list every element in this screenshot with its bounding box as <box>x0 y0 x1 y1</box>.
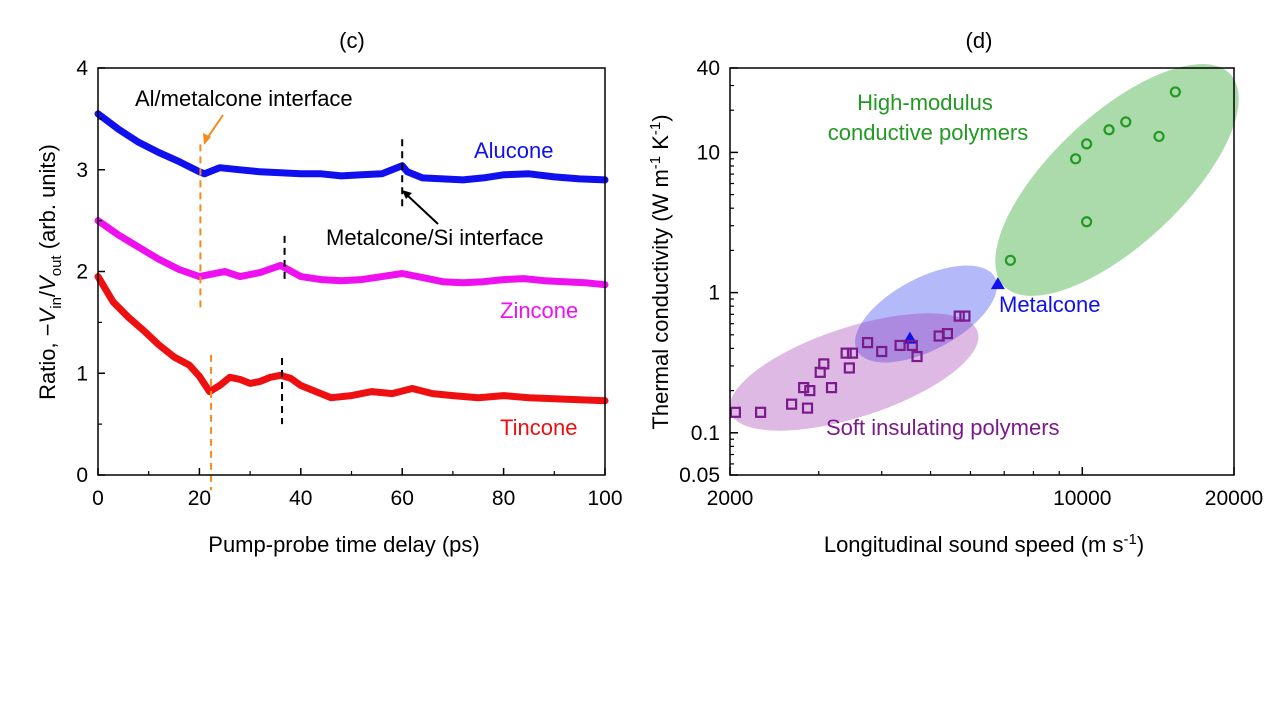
panel-d-points <box>729 86 1181 418</box>
y-tick-label: 10 <box>697 141 720 164</box>
panel-c-x-axis-label: Pump-probe time delay (ps) <box>208 532 479 557</box>
panel-d-y-axis-label: Thermal conductivity (W m-1 K-1) <box>647 114 673 429</box>
data-point-square <box>906 339 918 352</box>
series-line-zincone <box>94 217 609 289</box>
al-interface-arrowhead <box>203 133 211 145</box>
y-tick-label: 40 <box>697 57 720 80</box>
y-tick-label: 3 <box>76 159 88 182</box>
panel-d-label: (d) <box>966 28 993 53</box>
data-point-circle <box>1081 216 1093 228</box>
y-tick-label: 4 <box>76 57 88 80</box>
y-tick-label: 0 <box>76 464 88 487</box>
series-line-tincone <box>94 273 609 405</box>
x-tick-label: 60 <box>391 487 414 510</box>
al-interface-annotation: Al/metalcone interface <box>135 86 353 111</box>
x-tick-label: 80 <box>492 487 515 510</box>
x-tick-label: 20 <box>188 487 211 510</box>
data-point-square <box>953 310 965 322</box>
panel-c-interface-markers <box>199 139 404 491</box>
panel-c-x-ticks: 0 20 40 60 80 100 <box>92 468 623 510</box>
data-point-square <box>818 358 830 370</box>
panel-c-y-ticks: 0 1 2 3 4 <box>76 57 105 487</box>
si-interface-arrow <box>406 194 439 225</box>
data-point-circle <box>1169 86 1181 98</box>
data-point-square <box>959 310 971 322</box>
y-tick-label: 1 <box>76 362 88 385</box>
panel-d-plot-frame <box>729 67 1235 476</box>
group-label-conductive-line1: High-modulus <box>857 90 993 115</box>
panel-c-plot-frame <box>97 67 606 476</box>
si-interface-annotation: Metalcone/Si interface <box>326 225 544 250</box>
data-point-square <box>846 347 859 359</box>
group-label-metalcone: Metalcone <box>999 292 1101 317</box>
y-tick-label: 1 <box>708 282 720 305</box>
data-point-square <box>825 382 838 394</box>
data-point-square <box>840 347 852 359</box>
x-tick-label: 40 <box>289 487 312 510</box>
data-point-square <box>941 327 954 340</box>
data-point-square <box>911 350 923 363</box>
series-label-alucone: Alucone <box>474 138 554 163</box>
data-point-square <box>894 339 906 352</box>
data-point-circle <box>1004 254 1016 266</box>
panel-d-chart: (d) 2000 10000 20000 0.05 0.1 1 10 40 Longitud… <box>647 28 1263 557</box>
series-label-zincone: Zincone <box>500 298 578 323</box>
x-tick-label: 2000 <box>707 487 754 510</box>
data-point-square <box>843 362 855 374</box>
panel-d-x-axis-label: Longitudinal sound speed (m s-1) <box>824 531 1144 557</box>
x-tick-label: 10000 <box>1053 487 1111 510</box>
data-point-square <box>804 384 816 397</box>
series-label-tincone: Tincone <box>500 415 577 440</box>
panel-c-chart: (c) 0 20 40 60 80 100 0 1 2 3 4 Pump-probe time d… <box>35 28 623 557</box>
data-point-square <box>754 406 767 418</box>
y-tick-label: 0.05 <box>679 464 720 487</box>
group-label-conductive-line2: conductive polymers <box>828 120 1029 145</box>
y-tick-label: 2 <box>76 261 88 284</box>
data-point-square <box>801 402 814 414</box>
series-line-alucone <box>94 110 609 184</box>
si-interface-arrowhead <box>402 190 412 199</box>
data-point-square <box>876 345 888 358</box>
metalcone-region <box>855 265 997 363</box>
panel-c-y-axis-label: Ratio, −Vin/Vout (arb. units) <box>35 144 65 400</box>
data-point-circle <box>1120 116 1132 128</box>
panel-d-x-ticks: 2000 10000 20000 <box>707 467 1263 510</box>
panel-c-label: (c) <box>339 28 365 53</box>
conductive-polymers-region <box>995 64 1239 296</box>
data-point-circle <box>1153 130 1165 143</box>
panel-d-y-ticks: 0.05 0.1 1 10 40 <box>679 57 738 487</box>
data-point-triangle <box>990 277 1005 290</box>
panel-c-series <box>94 110 609 405</box>
data-point-circle <box>1070 153 1082 165</box>
y-tick-label: 0.1 <box>691 422 720 445</box>
data-point-square <box>785 398 798 410</box>
al-interface-arrow <box>205 114 224 141</box>
x-tick-label: 20000 <box>1205 487 1263 510</box>
data-point-square <box>798 382 810 394</box>
x-tick-label: 0 <box>92 487 104 510</box>
data-point-square <box>861 336 874 349</box>
group-label-insulating: Soft insulating polymers <box>826 415 1060 440</box>
data-point-square <box>729 406 742 418</box>
data-point-circle <box>1081 138 1093 150</box>
data-point-circle <box>1103 124 1115 136</box>
x-tick-label: 100 <box>587 487 622 510</box>
